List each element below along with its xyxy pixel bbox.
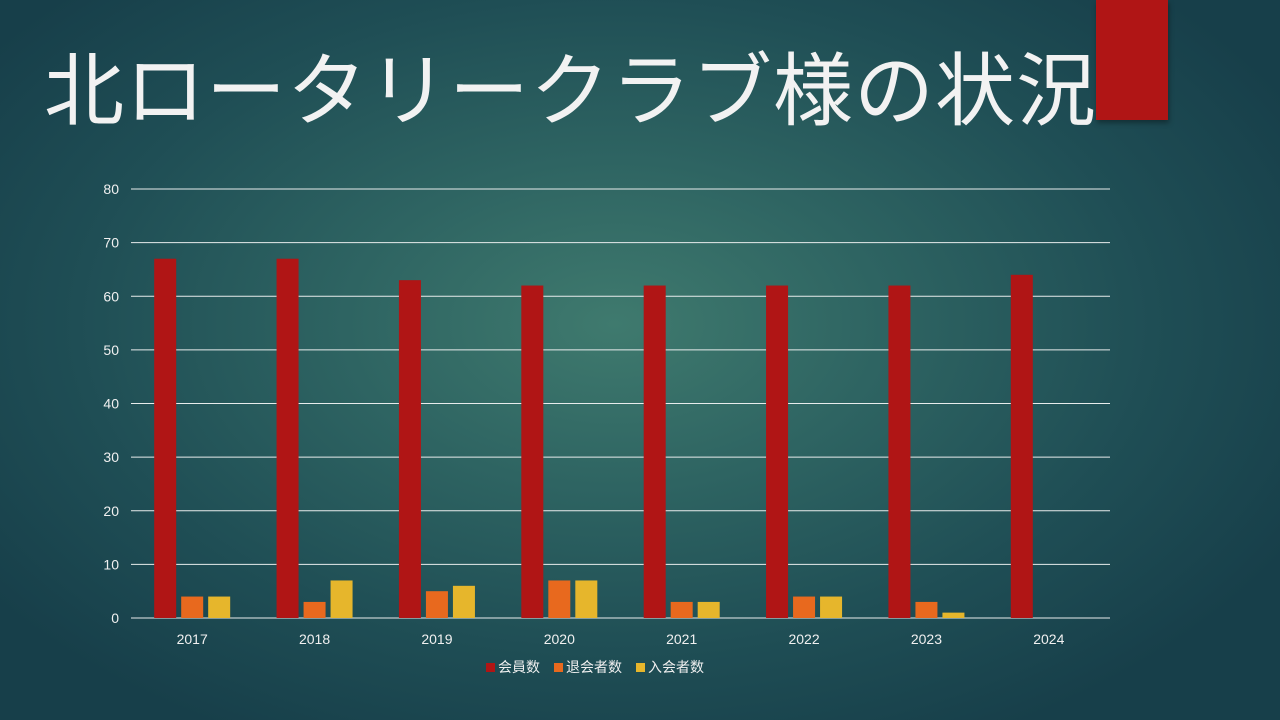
bar-2020-2 (575, 580, 598, 618)
legend-swatch (554, 662, 563, 672)
bar-2024-0 (1010, 274, 1033, 618)
x-tick-label: 2021 (666, 631, 697, 647)
slide-title: 北ロータリークラブ様の状況 (44, 45, 1097, 138)
legend-label: 入会者数 (648, 660, 704, 676)
bar-2020-1 (548, 580, 571, 618)
x-tick-label: 2022 (788, 631, 819, 647)
x-tick-label: 2024 (1033, 631, 1064, 647)
bar-2023-2 (942, 612, 965, 618)
bar-2023-1 (915, 601, 938, 618)
bar-2019-0 (398, 280, 421, 618)
bar-2018-0 (276, 258, 299, 618)
bar-2018-2 (330, 580, 353, 618)
bar-2021-0 (643, 285, 666, 618)
x-axis-ticks: 2017 2018 2019 2020 2021 2022 2023 2024 (177, 631, 1065, 647)
bar-2018-1 (303, 601, 326, 618)
bar-2017-2 (208, 596, 231, 618)
x-tick-label: 2023 (911, 631, 942, 647)
bar-2017-1 (181, 596, 204, 618)
y-tick-label: 30 (103, 449, 119, 465)
x-tick-label: 2020 (544, 631, 575, 647)
y-tick-label: 50 (103, 342, 119, 358)
bar-2021-2 (697, 601, 720, 618)
bar-2019-1 (425, 591, 448, 618)
legend-label: 退会者数 (566, 660, 622, 676)
x-tick-label: 2019 (421, 631, 452, 647)
legend-label: 会員数 (498, 660, 540, 676)
y-tick-label: 70 (103, 235, 119, 251)
bar-2022-2 (820, 596, 843, 618)
y-tick-label: 80 (103, 181, 119, 197)
bar-2021-1 (670, 601, 693, 618)
chart-legend: 会員数 退会者数 入会者数 (486, 657, 704, 677)
x-tick-label: 2018 (299, 631, 330, 647)
y-tick-label: 10 (103, 556, 119, 572)
accent-bar (1096, 0, 1168, 120)
legend-item: 退会者数 (554, 657, 622, 677)
bars (154, 258, 1033, 618)
bar-2022-1 (793, 596, 816, 618)
bar-2019-2 (452, 585, 475, 618)
y-axis-ticks: 0 10 20 30 40 50 60 70 80 (103, 181, 119, 626)
bar-2022-0 (766, 285, 789, 618)
bar-2023-0 (888, 285, 911, 618)
y-tick-label: 20 (103, 503, 119, 519)
y-tick-label: 0 (111, 610, 119, 626)
x-tick-label: 2017 (177, 631, 208, 647)
legend-swatch (636, 662, 645, 672)
bar-2017-0 (154, 258, 177, 618)
y-tick-label: 60 (103, 288, 119, 304)
legend-item: 入会者数 (636, 657, 704, 677)
legend-item: 会員数 (486, 657, 540, 677)
y-tick-label: 40 (103, 396, 119, 412)
legend-swatch (486, 662, 495, 672)
bar-2020-0 (521, 285, 544, 618)
